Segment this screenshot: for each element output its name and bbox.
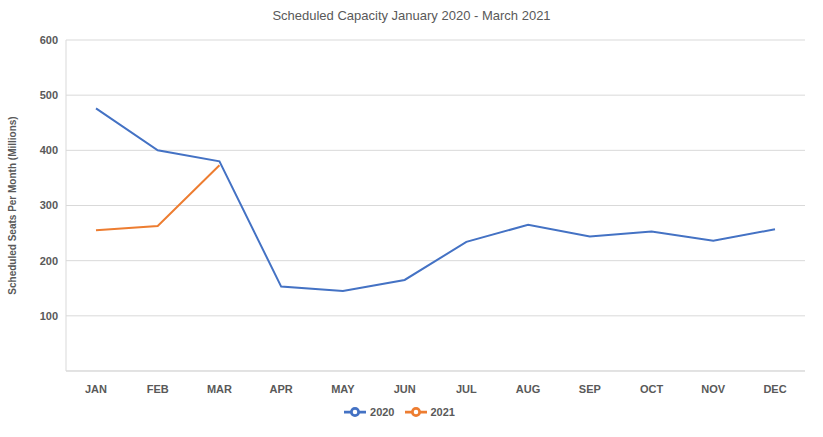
html-text:2020: 2020 <box>370 406 395 419</box>
svg-text:JAN: JAN <box>85 383 107 395</box>
svg-text:JUL: JUL <box>456 383 477 395</box>
svg-text:MAY: MAY <box>331 383 355 395</box>
html-text:2021: 2021 <box>430 406 455 419</box>
svg-text:FEB: FEB <box>147 383 169 395</box>
svg-text:JUN: JUN <box>394 383 416 395</box>
svg-text:AUG: AUG <box>516 383 540 395</box>
svg-text:300: 300 <box>40 199 58 211</box>
svg-text:MAR: MAR <box>207 383 232 395</box>
svg-text:SEP: SEP <box>579 383 601 395</box>
svg-text:400: 400 <box>40 144 58 156</box>
html-text:Scheduled Capacity January 202: Scheduled Capacity January 2020 - March … <box>272 8 551 23</box>
svg-text:600: 600 <box>40 34 58 46</box>
svg-text:OCT: OCT <box>640 383 664 395</box>
svg-text:NOV: NOV <box>701 383 726 395</box>
svg-text:APR: APR <box>270 383 293 395</box>
svg-text:100: 100 <box>40 310 58 322</box>
svg-text:500: 500 <box>40 89 58 101</box>
svg-text:200: 200 <box>40 255 58 267</box>
svg-text:Scheduled Seats Per Month (Mil: Scheduled Seats Per Month (Millions) <box>8 116 18 294</box>
svg-text:DEC: DEC <box>763 383 786 395</box>
